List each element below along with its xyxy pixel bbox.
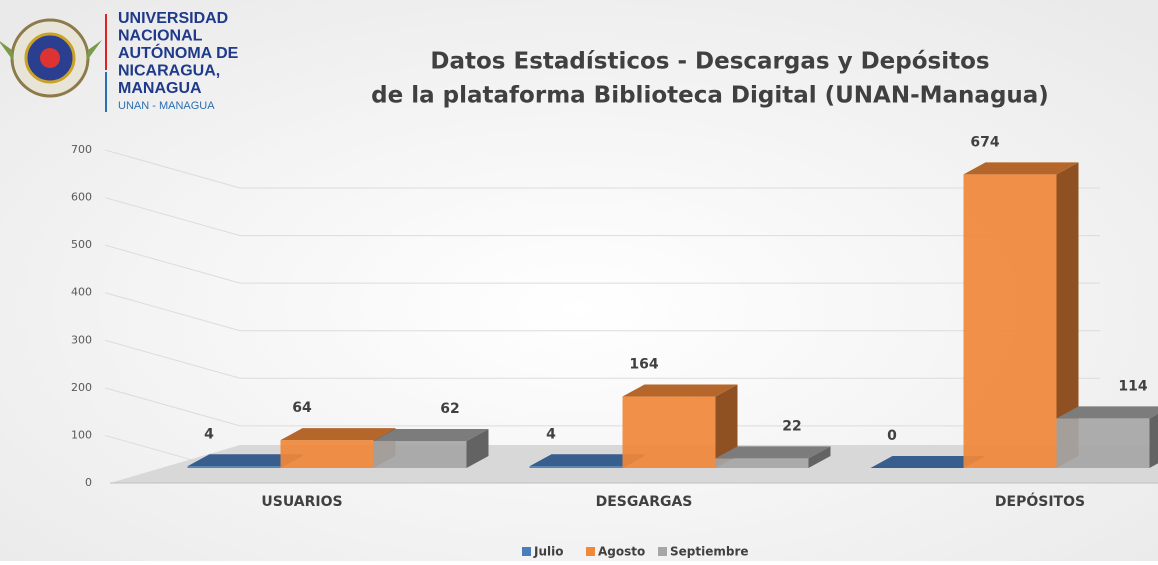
university-name: AUTÓNOMA DE [118,43,239,62]
bar [281,440,374,468]
data-label: 4 [204,426,214,442]
legend-label: Septiembre [670,545,749,559]
x-tick-label: DEPÓSITOS [995,492,1085,510]
legend-swatch [658,547,667,556]
legend-swatch [586,547,595,556]
legend-label: Julio [533,545,563,559]
data-label: 0 [887,428,897,444]
chart-title: de la plataforma Biblioteca Digital (UNA… [371,83,1049,109]
data-label: 62 [440,401,459,417]
university-name: UNIVERSIDAD [118,10,228,27]
legend-swatch [522,547,531,556]
bar [623,397,716,468]
data-label: 4 [546,426,556,442]
x-tick-label: USUARIOS [261,494,342,510]
legend-label: Agosto [598,545,645,559]
bar [374,441,467,468]
y-tick-label: 400 [71,286,92,299]
bar [188,466,281,468]
y-tick-label: 0 [85,476,92,489]
y-tick-label: 700 [71,143,92,156]
university-name: NICARAGUA, [118,63,220,80]
bar [716,458,809,468]
data-label: 114 [1118,378,1147,394]
university-short: UNAN - MANAGUA [118,100,215,112]
bar [530,466,623,468]
data-label: 164 [629,357,658,373]
bar [1057,418,1150,468]
y-tick-label: 200 [71,381,92,394]
y-tick-label: 600 [71,191,92,204]
university-name: MANAGUA [118,80,202,97]
data-label: 674 [970,134,999,150]
x-tick-label: DESGARGAS [596,494,693,510]
y-tick-label: 300 [71,333,92,346]
bar [964,174,1057,468]
chart-title: Datos Estadísticos - Descargas y Depósit… [430,49,989,75]
university-name: NACIONAL [118,28,203,45]
y-tick-label: 500 [71,238,92,251]
data-label: 64 [292,400,312,416]
y-tick-label: 100 [71,428,92,441]
data-label: 22 [782,418,801,434]
